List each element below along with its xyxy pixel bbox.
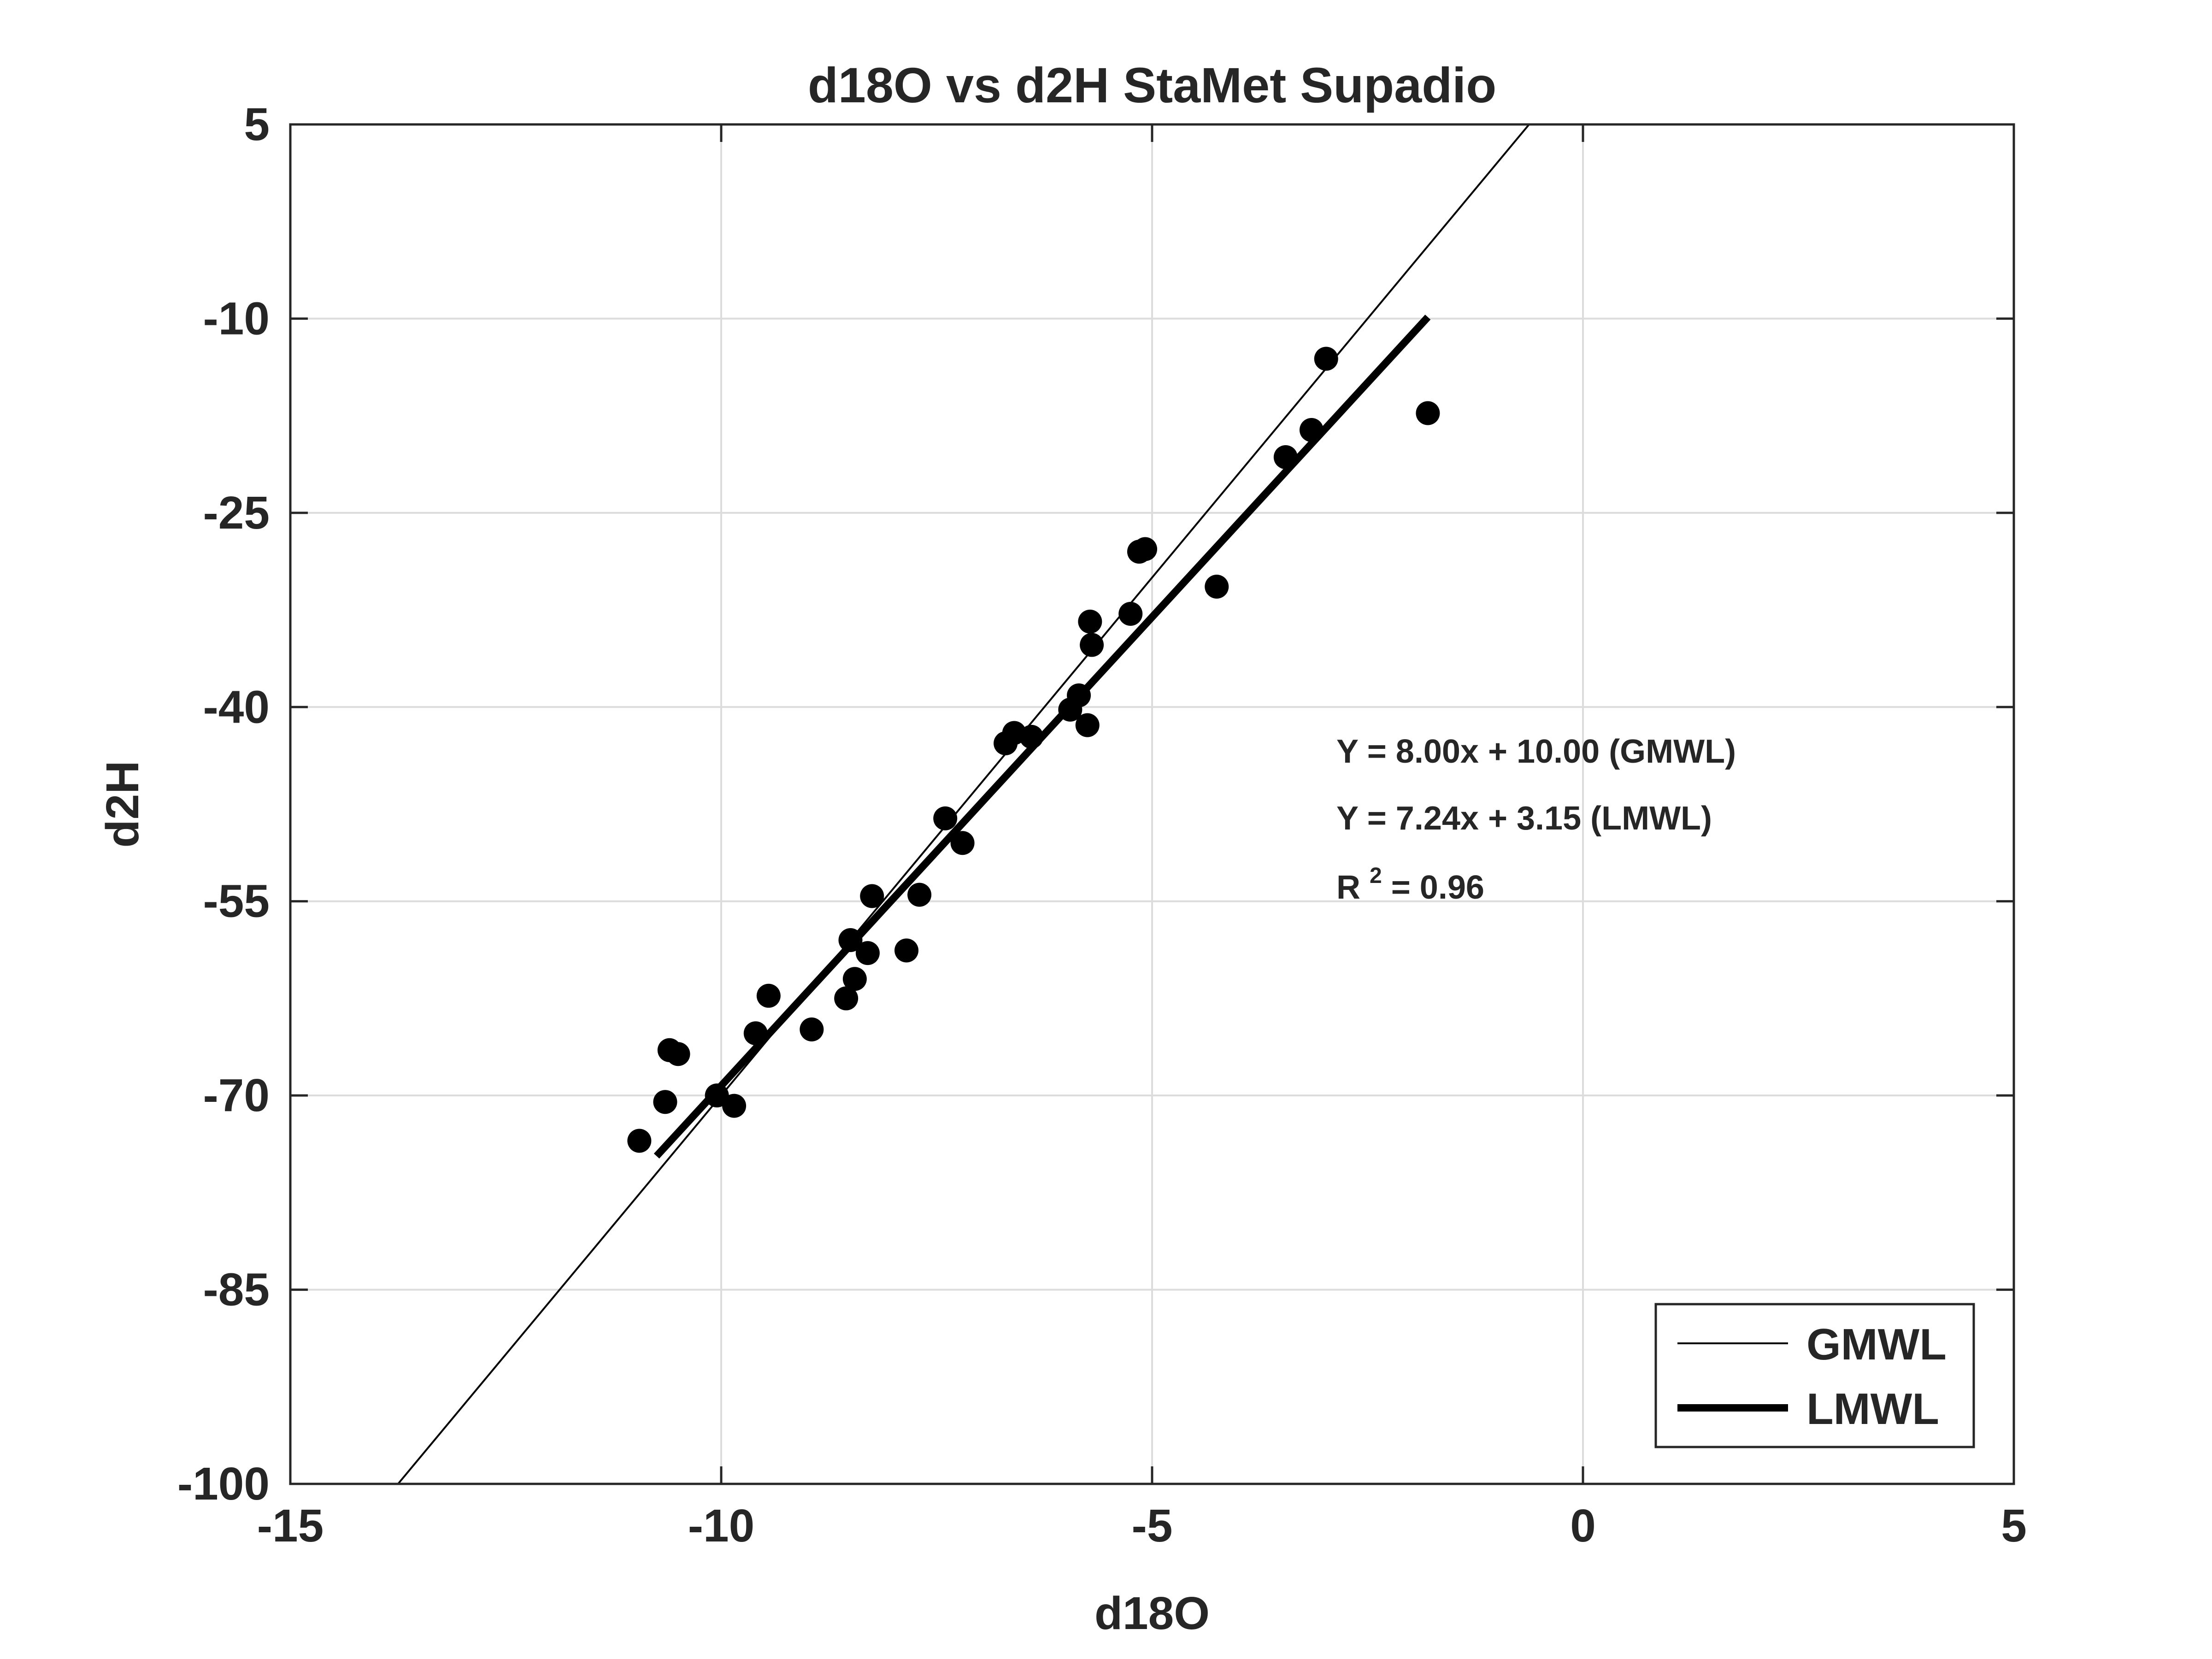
y-tick-label: -85	[203, 1264, 270, 1316]
data-point	[933, 806, 958, 830]
data-point	[800, 1017, 824, 1041]
data-point	[907, 882, 932, 907]
r-squared-superscript: 2	[1370, 864, 1382, 888]
data-point	[1273, 445, 1298, 470]
chart-title: d18O vs d2H StaMet Supadio	[808, 57, 1496, 113]
data-point	[1078, 609, 1102, 634]
data-point	[842, 967, 867, 991]
x-tick-label: 5	[2001, 1500, 2027, 1552]
data-point	[1067, 683, 1091, 707]
y-tick-labels: -100 -85 -70 -55 -40 -25 -10 5	[177, 99, 270, 1510]
data-point	[1314, 347, 1338, 371]
x-tick-label: -15	[257, 1500, 324, 1552]
y-tick-label: -100	[177, 1458, 270, 1510]
y-tick-label: -25	[203, 487, 270, 539]
data-point	[950, 831, 975, 855]
data-point	[855, 941, 880, 965]
x-tick-labels: -15 -10 -5 0 5	[257, 1500, 2027, 1552]
y-tick-label: 5	[244, 99, 270, 150]
data-point	[1416, 401, 1440, 425]
data-point	[627, 1129, 652, 1153]
data-point	[743, 1021, 768, 1046]
r-squared-value: = 0.96	[1391, 869, 1484, 906]
gmwl-line	[397, 124, 1530, 1485]
data-point	[1205, 575, 1229, 599]
data-series	[397, 124, 1530, 1485]
data-point	[838, 928, 863, 952]
y-tick-label: -55	[203, 876, 270, 927]
x-axis-label: d18O	[1094, 1588, 1210, 1639]
y-tick-label: -10	[203, 293, 270, 344]
data-point	[860, 884, 884, 908]
r-squared: R 2 = 0.96	[1336, 853, 1484, 906]
data-point	[1118, 602, 1143, 626]
y-tick-label: -70	[203, 1070, 270, 1121]
data-point	[1133, 537, 1158, 561]
x-tick-label: -10	[688, 1500, 755, 1552]
plot-frame	[289, 123, 2015, 1485]
data-point	[1080, 633, 1104, 657]
y-axis-label: d2H	[97, 761, 148, 848]
equation-annotations: Y = 8.00x + 10.00 (GMWL) Y = 7.24x + 3.1…	[1336, 733, 1736, 906]
x-tick-label: 0	[1570, 1500, 1596, 1552]
r-squared-prefix: R	[1336, 869, 1360, 906]
y-tick-label: -40	[203, 681, 270, 733]
data-point	[834, 986, 859, 1011]
data-point	[705, 1083, 729, 1108]
data-point	[1075, 713, 1100, 737]
data-point	[653, 1090, 677, 1114]
legend-box	[1654, 1303, 1975, 1448]
data-point	[722, 1094, 747, 1118]
x-tick-label: -5	[1132, 1500, 1173, 1552]
legend: GMWL LMWL	[1654, 1303, 1975, 1448]
data-point	[1299, 418, 1324, 442]
data-point	[666, 1042, 690, 1066]
legend-label-gmwl: GMWL	[1806, 1320, 1947, 1369]
legend-label-lmwl: LMWL	[1806, 1384, 1939, 1434]
lmwl-equation: Y = 7.24x + 3.15 (LMWL)	[1336, 800, 1712, 837]
data-point	[1019, 724, 1044, 749]
gmwl-equation: Y = 8.00x + 10.00 (GMWL)	[1336, 733, 1736, 770]
data-point	[894, 938, 919, 963]
data-point	[756, 983, 781, 1008]
